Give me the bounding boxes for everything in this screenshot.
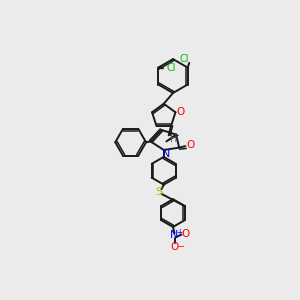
Text: +: + [176, 228, 182, 237]
Text: O: O [176, 106, 184, 116]
Text: N: N [170, 230, 179, 240]
Text: O: O [181, 229, 189, 239]
Text: S: S [155, 187, 162, 197]
Text: Cl: Cl [167, 63, 176, 73]
Text: Cl: Cl [180, 54, 189, 64]
Text: −: − [178, 242, 184, 251]
Text: H: H [170, 134, 178, 144]
Text: N: N [162, 149, 170, 159]
Text: O: O [170, 242, 179, 252]
Text: O: O [187, 140, 195, 150]
